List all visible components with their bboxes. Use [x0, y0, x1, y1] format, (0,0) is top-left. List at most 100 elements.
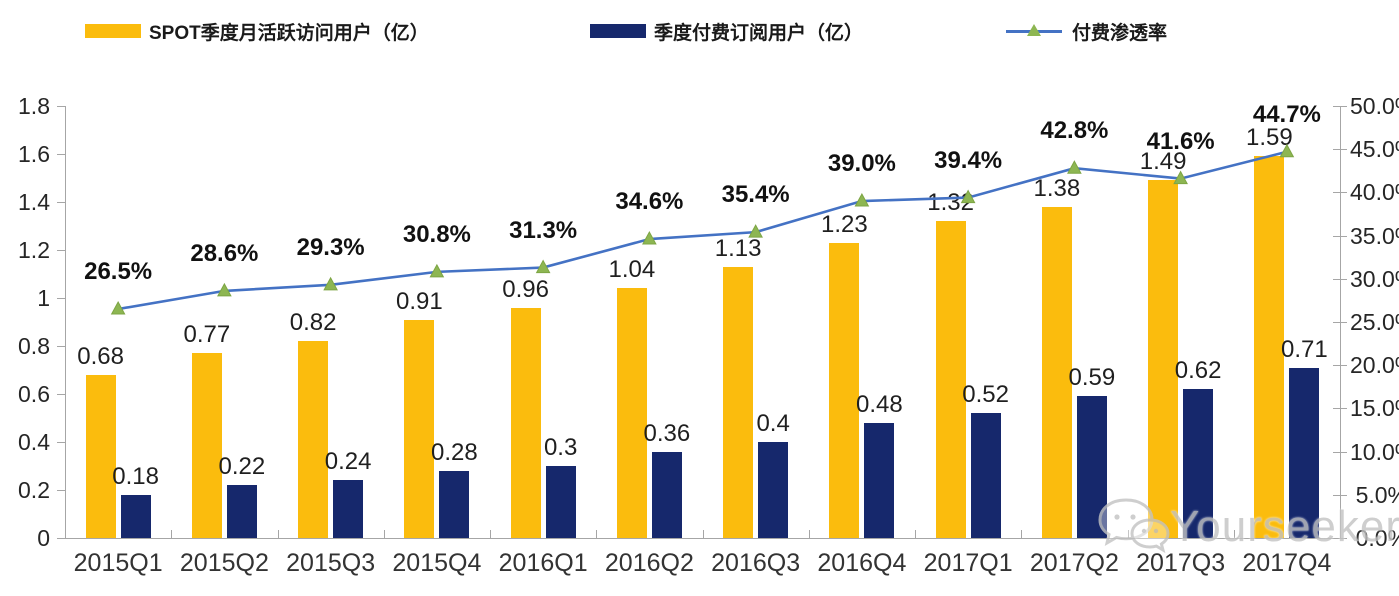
- x-axis-category-label: 2016Q2: [604, 549, 694, 577]
- x-axis-tick: [596, 530, 598, 538]
- bar-subscribers: [120, 494, 151, 538]
- y-axis-tick-label: 0.4: [18, 429, 50, 455]
- legend-item-mau: SPOT季度月活跃访问用户（亿）: [85, 18, 429, 44]
- y2-axis-tick-label: 40.0%: [1350, 179, 1399, 206]
- subscribers-value-label: 0.71: [1281, 335, 1328, 363]
- bar-subscribers: [545, 466, 576, 538]
- penetration-line-path: [117, 150, 1288, 311]
- y2-axis-tick-label: 25.0%: [1350, 309, 1399, 335]
- left-axis-tick: [57, 154, 65, 155]
- bar-subscribers: [864, 422, 895, 538]
- left-axis-tick: [57, 442, 65, 443]
- penetration-value-label: 39.4%: [934, 146, 1003, 174]
- x-axis-tick: [1021, 530, 1023, 538]
- x-axis-category-label: 2017Q1: [923, 549, 1013, 577]
- right-axis-tick: [1333, 322, 1347, 323]
- y-axis-tick-label: 0: [37, 525, 50, 551]
- penetration-value-label: 44.7%: [1252, 100, 1321, 128]
- mau-value-label: 0.96: [502, 275, 549, 303]
- bar-mau: [191, 353, 222, 538]
- x-axis-category-label: 2015Q4: [392, 549, 482, 577]
- penetration-legend-label: 付费渗透率: [1072, 22, 1168, 44]
- x-axis-tick: [1233, 530, 1235, 538]
- watermark: Yourseeker: [1096, 496, 1399, 558]
- y2-axis-tick-label: 5.0%: [1355, 481, 1399, 508]
- subscribers-value-label: 0.4: [756, 410, 790, 437]
- legend-item-subscribers: 季度付费订阅用户（亿）: [590, 18, 863, 44]
- mau-value-label: 0.91: [396, 287, 443, 315]
- y-axis-tick-label: 1.6: [18, 141, 50, 167]
- x-axis-tick: [915, 530, 916, 538]
- y-axis-tick-label: 1.4: [18, 189, 50, 215]
- bar-mau: [510, 307, 541, 538]
- y-axis-tick-label: 0.2: [18, 477, 50, 503]
- subscribers-value-label: 0.48: [856, 390, 903, 418]
- mau-value-label: 1.23: [821, 210, 868, 238]
- x-axis-category-label: 2015Q1: [73, 549, 163, 577]
- x-axis-line: [65, 538, 1340, 539]
- mau-value-label: 1.32: [927, 189, 974, 217]
- y2-axis-tick-label: 50.0%: [1350, 93, 1399, 119]
- x-axis-tick: [171, 530, 173, 538]
- subscribers-value-label: 0.3: [543, 434, 578, 461]
- y-axis-tick-label: 1.8: [18, 93, 50, 119]
- y2-axis-tick-label: 30.0%: [1350, 265, 1399, 292]
- mau-value-label: 0.68: [77, 342, 124, 370]
- bar-subscribers: [439, 470, 470, 538]
- triangle-marker-icon: [1027, 24, 1041, 36]
- triangle-marker-icon: [429, 263, 445, 278]
- x-axis-category-label: 2016Q1: [498, 549, 588, 577]
- bar-mau: [616, 288, 647, 538]
- mau-value-label: 1.59: [1246, 124, 1293, 152]
- triangle-marker-icon: [1067, 160, 1082, 174]
- x-axis-category-label: 2017Q3: [1136, 549, 1226, 577]
- right-axis-tick: [1333, 278, 1347, 280]
- bar-subscribers: [651, 451, 682, 538]
- mau-value-label: 0.77: [183, 321, 231, 349]
- y-axis-tick-label: 0.6: [18, 381, 50, 407]
- bar-subscribers: [226, 485, 257, 538]
- y2-axis-tick-label: 0.0%: [1355, 525, 1399, 551]
- left-axis-tick: [57, 538, 65, 539]
- y-axis-tick-label: 0.8: [18, 333, 50, 359]
- left-axis-tick: [57, 394, 65, 395]
- subscribers-value-label: 0.28: [431, 438, 478, 466]
- x-axis-category-label: 2016Q3: [711, 549, 801, 577]
- left-axis-tick: [57, 250, 65, 251]
- subscribers-value-label: 0.52: [962, 381, 1009, 409]
- bar-subscribers: [333, 480, 364, 538]
- mau-value-label: 1.13: [714, 234, 762, 262]
- right-axis-tick: [1333, 192, 1347, 194]
- bar-subscribers: [970, 413, 1001, 538]
- bar-mau: [85, 374, 116, 538]
- right-axis-tick: [1333, 106, 1347, 107]
- bar-mau: [723, 266, 754, 538]
- x-axis-tick: [383, 530, 385, 538]
- penetration-value-label: 31.3%: [509, 216, 578, 244]
- bar-subscribers: [1183, 389, 1214, 538]
- mau-legend-swatch: [85, 24, 141, 38]
- x-axis-tick: [1340, 530, 1341, 538]
- bar-mau: [298, 341, 329, 538]
- subscribers-value-label: 0.36: [643, 419, 691, 447]
- penetration-value-label: 42.8%: [1040, 117, 1109, 145]
- x-axis-tick: [490, 530, 491, 538]
- right-axis-tick: [1333, 365, 1347, 367]
- left-axis-tick: [57, 202, 65, 203]
- triangle-marker-icon: [110, 300, 126, 315]
- subscribers-value-label: 0.59: [1068, 364, 1116, 392]
- x-axis-tick: [808, 530, 810, 538]
- x-axis-category-label: 2017Q2: [1029, 549, 1119, 577]
- y2-axis-tick-label: 35.0%: [1350, 222, 1399, 249]
- mau-value-label: 1.04: [608, 256, 656, 284]
- subscribers-value-label: 0.22: [218, 453, 266, 481]
- right-axis-tick: [1333, 494, 1347, 496]
- x-axis-category-label: 2017Q4: [1242, 549, 1332, 577]
- x-axis-tick: [702, 530, 704, 538]
- penetration-value-label: 35.4%: [721, 181, 790, 209]
- right-axis-tick: [1333, 408, 1347, 410]
- x-axis-tick: [277, 530, 279, 538]
- mau-value-label: 1.38: [1033, 174, 1081, 202]
- x-axis-category-label: 2016Q4: [817, 549, 907, 577]
